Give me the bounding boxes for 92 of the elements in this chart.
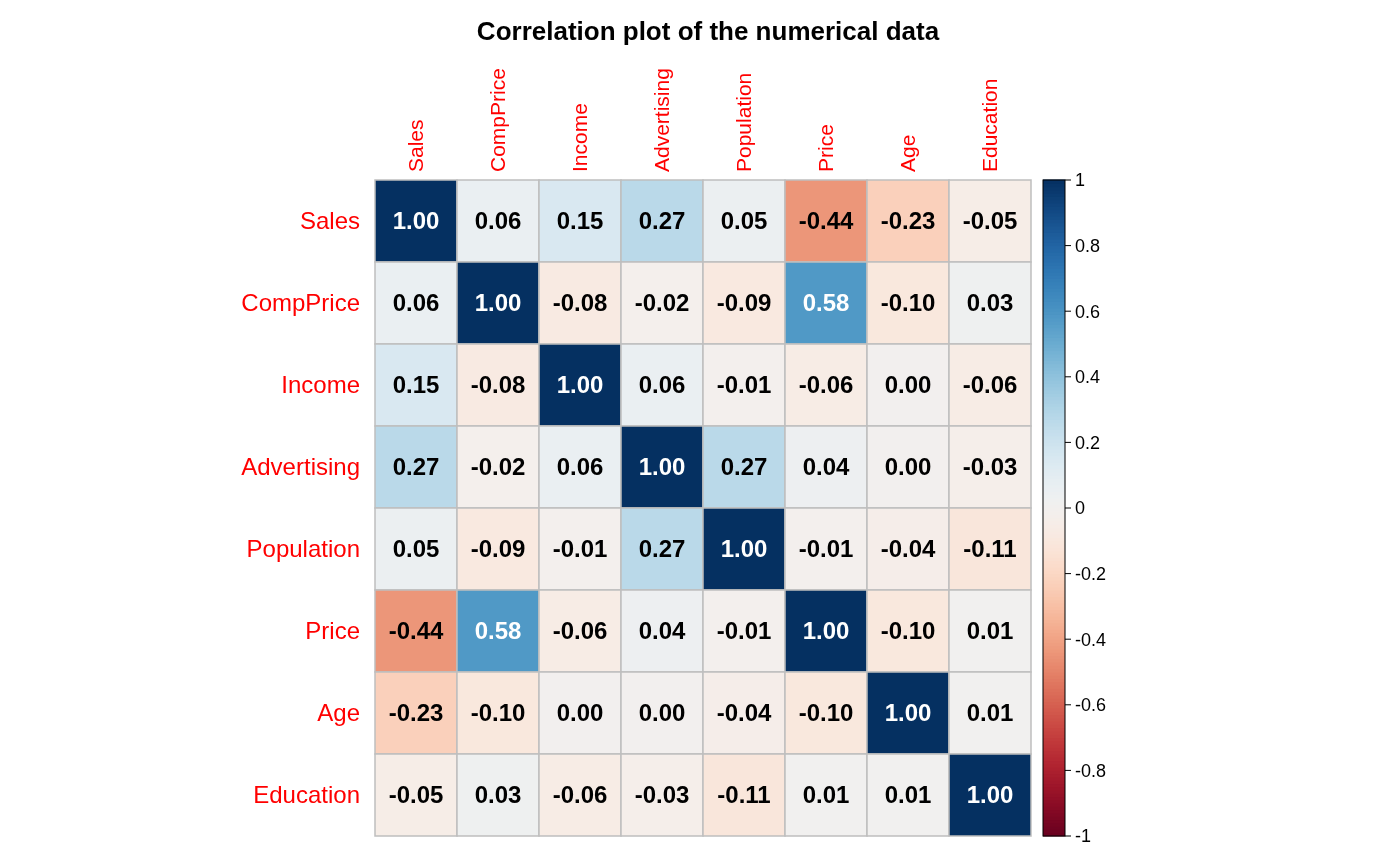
y-tick-label: Advertising xyxy=(241,453,360,481)
data-label: -0.06 xyxy=(552,781,608,809)
y-tick-label: Age xyxy=(317,699,360,727)
x-tick-label: Education xyxy=(978,78,1002,172)
data-label: -0.09 xyxy=(716,289,772,317)
data-label: 1.00 xyxy=(884,699,932,727)
color-bar-label: -0.4 xyxy=(1075,629,1107,650)
data-label: 1.00 xyxy=(392,207,440,235)
y-tick-label: Sales xyxy=(299,207,360,235)
color-bar-label: 0.4 xyxy=(1075,367,1101,388)
data-label: 0.27 xyxy=(638,207,686,235)
color-bar-label: 1 xyxy=(1075,170,1086,191)
color-bar-label: 0.6 xyxy=(1075,301,1101,322)
data-label: 0.04 xyxy=(802,453,850,481)
color-bar-label: -0.2 xyxy=(1075,563,1107,584)
data-label: -0.10 xyxy=(880,289,936,317)
data-label: -0.06 xyxy=(798,371,854,399)
data-label: 0.15 xyxy=(556,207,604,235)
data-label: -0.23 xyxy=(880,207,936,235)
data-label: 0.58 xyxy=(802,289,850,317)
data-label: -0.06 xyxy=(552,617,608,645)
data-label: -0.03 xyxy=(634,781,690,809)
data-label: 0.00 xyxy=(556,699,604,727)
data-label: 0.05 xyxy=(392,535,440,563)
data-label: 0.05 xyxy=(720,207,768,235)
data-label: 1.00 xyxy=(966,781,1014,809)
data-label: 0.00 xyxy=(638,699,686,727)
color-bar-label: 0 xyxy=(1075,498,1086,519)
x-tick-label: Advertising xyxy=(650,68,674,172)
data-label: -0.09 xyxy=(470,535,526,563)
data-label: 0.15 xyxy=(392,371,440,399)
data-label: -0.04 xyxy=(716,699,772,727)
x-tick-label: Price xyxy=(814,124,838,172)
y-tick-label: Population xyxy=(246,535,360,563)
data-label: 0.06 xyxy=(474,207,522,235)
data-label: 0.06 xyxy=(392,289,440,317)
data-label: -0.02 xyxy=(470,453,526,481)
data-label: -0.23 xyxy=(388,699,444,727)
color-bar-label: 0.8 xyxy=(1075,235,1101,256)
data-label: -0.44 xyxy=(388,617,444,645)
data-label: -0.08 xyxy=(552,289,608,317)
data-label: 0.03 xyxy=(474,781,522,809)
data-label: -0.02 xyxy=(634,289,690,317)
data-label: 0.27 xyxy=(720,453,768,481)
y-tick-label: Price xyxy=(305,617,360,645)
data-label: -0.01 xyxy=(798,535,854,563)
data-label: -0.11 xyxy=(717,781,771,809)
data-label: 1.00 xyxy=(638,453,686,481)
data-label: 1.00 xyxy=(556,371,604,399)
x-tick-label: Age xyxy=(896,134,920,172)
data-label: -0.44 xyxy=(798,207,854,235)
data-label: -0.04 xyxy=(880,535,936,563)
color-bar-label: -1 xyxy=(1075,826,1092,847)
data-label: 0.58 xyxy=(474,617,522,645)
data-label: -0.01 xyxy=(552,535,608,563)
data-label: 0.27 xyxy=(392,453,440,481)
data-label: 0.06 xyxy=(556,453,604,481)
data-label: -0.05 xyxy=(962,207,1018,235)
data-label: -0.06 xyxy=(962,371,1018,399)
color-bar-label: 0.2 xyxy=(1075,432,1101,453)
data-label: 0.06 xyxy=(638,371,686,399)
data-label: -0.05 xyxy=(388,781,444,809)
x-tick-label: Sales xyxy=(404,119,428,172)
color-bar-label: -0.8 xyxy=(1075,760,1107,781)
data-label: -0.01 xyxy=(716,371,772,399)
data-label: -0.10 xyxy=(470,699,526,727)
data-label: 1.00 xyxy=(802,617,850,645)
data-label: -0.08 xyxy=(470,371,526,399)
data-label: -0.10 xyxy=(880,617,936,645)
color-bar-label: -0.6 xyxy=(1075,695,1107,716)
data-label: 0.03 xyxy=(966,289,1014,317)
data-label: 0.01 xyxy=(966,617,1014,645)
data-label: 1.00 xyxy=(474,289,522,317)
data-label: 0.04 xyxy=(638,617,686,645)
data-label: -0.11 xyxy=(963,535,1017,563)
data-label: -0.03 xyxy=(962,453,1018,481)
data-label: 0.01 xyxy=(884,781,932,809)
data-label: 0.00 xyxy=(884,453,932,481)
data-label: 0.01 xyxy=(966,699,1014,727)
y-tick-label: Education xyxy=(253,781,360,809)
y-tick-label: Income xyxy=(281,371,360,399)
data-label: -0.01 xyxy=(716,617,772,645)
x-tick-label: Population xyxy=(732,72,756,172)
data-label: 0.27 xyxy=(638,535,686,563)
x-tick-label: CompPrice xyxy=(486,68,510,172)
data-label: 1.00 xyxy=(720,535,768,563)
data-label: 0.00 xyxy=(884,371,932,399)
chart-title: Correlation plot of the numerical data xyxy=(476,16,940,46)
data-label: 0.01 xyxy=(802,781,850,809)
data-label: -0.10 xyxy=(798,699,854,727)
y-tick-label: CompPrice xyxy=(241,289,360,317)
x-tick-label: Income xyxy=(568,103,592,172)
